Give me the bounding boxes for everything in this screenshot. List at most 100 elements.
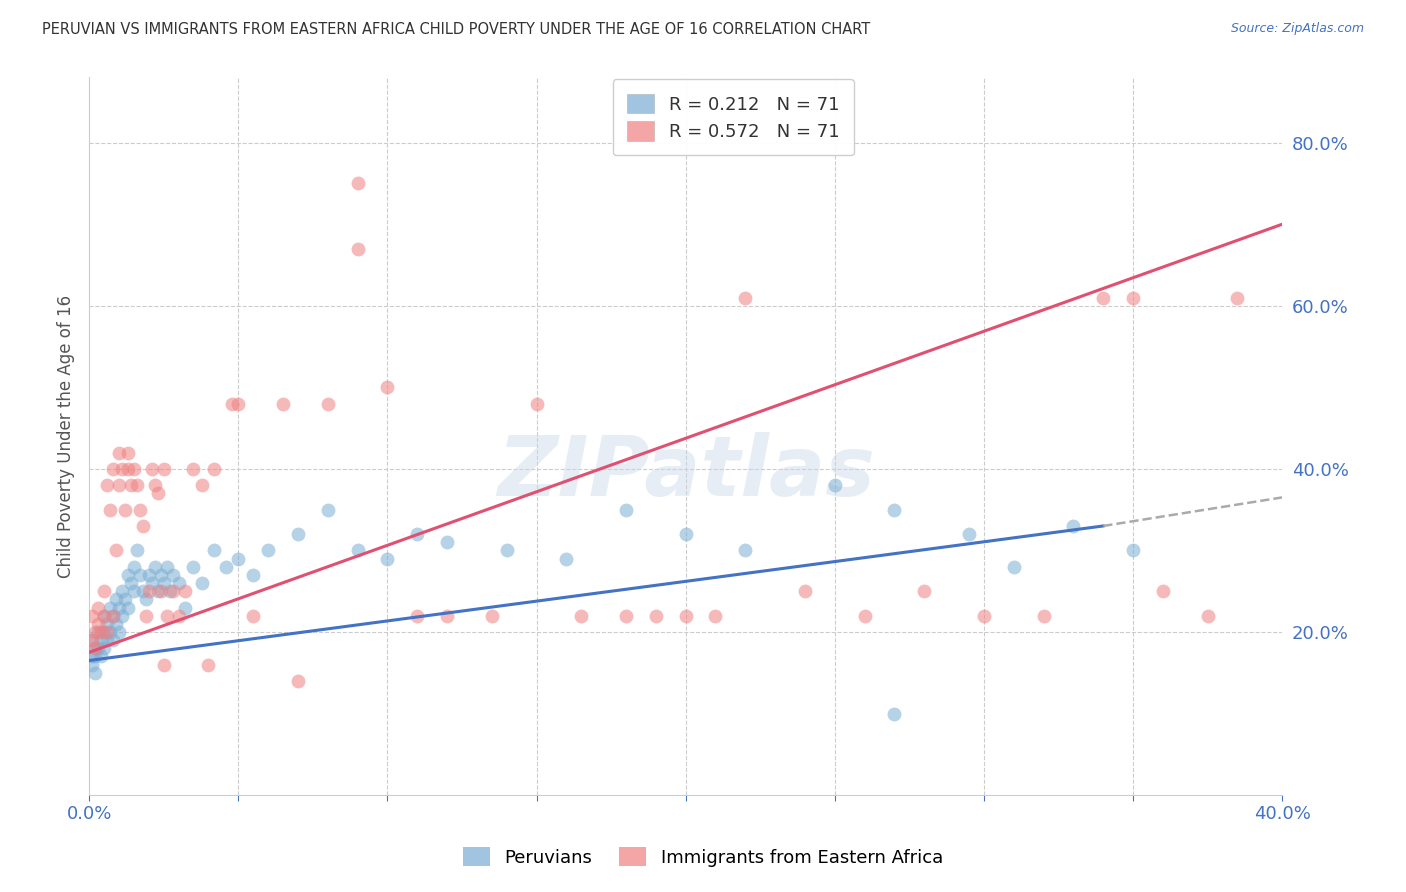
Point: [80, 608, 103, 623]
Point: [287, 673, 309, 688]
Point: [152, 462, 174, 476]
Point: [287, 527, 309, 541]
Point: [84, 624, 107, 639]
Point: [114, 502, 136, 516]
Point: [406, 527, 429, 541]
Point: [108, 478, 131, 492]
Point: [1197, 608, 1219, 623]
Point: [167, 608, 190, 623]
Point: [96, 624, 118, 639]
Point: [138, 567, 160, 582]
Point: [271, 397, 294, 411]
Point: [162, 584, 184, 599]
Point: [117, 462, 139, 476]
Point: [146, 486, 169, 500]
Point: [481, 608, 503, 623]
Point: [141, 462, 163, 476]
Point: [912, 584, 935, 599]
Point: [135, 608, 157, 623]
Point: [704, 608, 727, 623]
Point: [87, 600, 110, 615]
Point: [526, 397, 548, 411]
Point: [117, 600, 139, 615]
Point: [101, 462, 124, 476]
Text: PERUVIAN VS IMMIGRANTS FROM EASTERN AFRICA CHILD POVERTY UNDER THE AGE OF 16 COR: PERUVIAN VS IMMIGRANTS FROM EASTERN AFRI…: [42, 22, 870, 37]
Point: [644, 608, 666, 623]
Point: [614, 502, 637, 516]
Point: [128, 502, 150, 516]
Point: [87, 624, 110, 639]
Point: [93, 584, 115, 599]
Point: [80, 633, 103, 648]
Point: [316, 397, 339, 411]
Point: [346, 543, 368, 558]
Point: [173, 584, 195, 599]
Point: [1032, 608, 1054, 623]
Point: [98, 502, 121, 516]
Point: [93, 641, 115, 656]
Point: [149, 584, 172, 599]
Point: [1226, 291, 1249, 305]
Y-axis label: Child Poverty Under the Age of 16: Child Poverty Under the Age of 16: [58, 294, 75, 578]
Point: [191, 576, 214, 591]
Point: [101, 608, 124, 623]
Point: [125, 478, 148, 492]
Point: [162, 567, 184, 582]
Point: [495, 543, 517, 558]
Point: [104, 592, 127, 607]
Point: [80, 633, 103, 648]
Point: [377, 380, 399, 394]
Point: [84, 665, 107, 680]
Point: [117, 445, 139, 459]
Point: [346, 177, 368, 191]
Point: [84, 649, 107, 664]
Point: [377, 551, 399, 566]
Point: [80, 657, 103, 672]
Point: [132, 584, 155, 599]
Point: [114, 592, 136, 607]
Point: [87, 616, 110, 631]
Point: [122, 584, 145, 599]
Point: [93, 624, 115, 639]
Point: [1122, 291, 1144, 305]
Point: [156, 608, 179, 623]
Point: [1152, 584, 1174, 599]
Point: [104, 616, 127, 631]
Point: [1092, 291, 1115, 305]
Point: [734, 543, 756, 558]
Point: [167, 576, 190, 591]
Point: [98, 624, 121, 639]
Point: [122, 559, 145, 574]
Point: [132, 519, 155, 533]
Point: [90, 624, 112, 639]
Point: [794, 584, 817, 599]
Point: [143, 559, 166, 574]
Point: [973, 608, 995, 623]
Point: [191, 478, 214, 492]
Point: [242, 567, 264, 582]
Point: [111, 608, 134, 623]
Point: [183, 462, 205, 476]
Point: [104, 543, 127, 558]
Point: [197, 657, 219, 672]
Point: [120, 576, 142, 591]
Point: [1062, 519, 1084, 533]
Point: [156, 559, 179, 574]
Point: [111, 584, 134, 599]
Point: [221, 397, 243, 411]
Point: [120, 478, 142, 492]
Point: [226, 397, 249, 411]
Point: [1122, 543, 1144, 558]
Point: [346, 242, 368, 256]
Point: [96, 616, 118, 631]
Point: [84, 641, 107, 656]
Point: [122, 462, 145, 476]
Point: [173, 600, 195, 615]
Point: [93, 608, 115, 623]
Point: [117, 567, 139, 582]
Point: [436, 608, 458, 623]
Point: [436, 535, 458, 549]
Point: [143, 478, 166, 492]
Point: [80, 649, 103, 664]
Point: [675, 608, 697, 623]
